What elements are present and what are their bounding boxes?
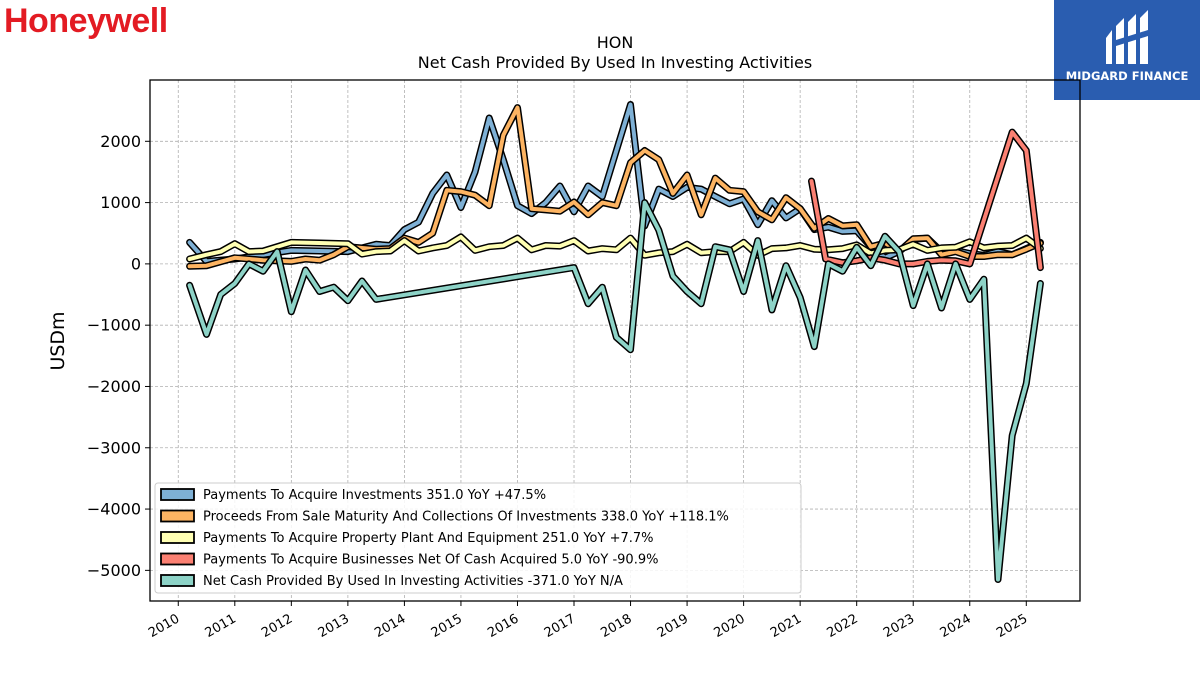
x-tick-label: 2013 xyxy=(316,611,352,641)
x-tick-label: 2019 xyxy=(655,611,691,641)
x-tick-label: 2022 xyxy=(825,611,861,641)
x-tick-label: 2018 xyxy=(598,611,634,641)
honeywell-logo: Honeywell xyxy=(4,2,168,40)
x-tick-label: 2010 xyxy=(146,611,182,641)
y-tick-label: −4000 xyxy=(87,500,141,519)
midgard-finance-label: MIDGARD FINANCE xyxy=(1065,69,1189,83)
legend-swatch xyxy=(160,488,195,501)
y-tick-label: −2000 xyxy=(87,377,141,396)
midgard-finance-watermark: MIDGARD FINANCE xyxy=(1054,0,1200,100)
legend-swatch xyxy=(160,574,195,587)
x-tick-label: 2012 xyxy=(259,611,295,641)
legend-box xyxy=(154,482,802,594)
y-axis: −5000 −4000 −3000 −2000 −1000 0 1000 2000 xyxy=(87,132,150,580)
x-tick-label: 2015 xyxy=(429,611,465,641)
x-tick-label: 2021 xyxy=(768,611,804,641)
plot-frame xyxy=(149,79,1081,602)
legend-swatch xyxy=(160,552,195,566)
y-tick-label: −1000 xyxy=(87,316,141,335)
y-tick-label: −3000 xyxy=(87,438,141,457)
y-tick-label: 1000 xyxy=(100,193,141,212)
legend-label: Payments To Acquire Businesses Net Of Ca… xyxy=(203,553,658,568)
legend-label: Proceeds From Sale Maturity And Collecti… xyxy=(203,510,729,525)
y-axis-label: USDm xyxy=(47,311,69,370)
x-tick-label: 2017 xyxy=(542,611,578,641)
legend-label: Payments To Acquire Property Plant And E… xyxy=(203,531,654,546)
chart-subtitle: Net Cash Provided By Used In Investing A… xyxy=(418,53,812,72)
legend-label: Payments To Acquire Investments 351.0 Yo… xyxy=(203,488,546,503)
x-tick-label: 2023 xyxy=(881,611,917,641)
series-group xyxy=(186,101,1044,583)
legend: Payments To Acquire Investments 351.0 Yo… xyxy=(154,482,802,594)
y-tick-label: 0 xyxy=(131,254,141,273)
legend-swatch xyxy=(160,509,195,523)
x-tick-label: 2020 xyxy=(711,611,747,641)
midgard-logo-icon xyxy=(1106,10,1148,64)
x-axis: 2010 2011 2012 2013 2014 2015 2016 2017 2018 2019… xyxy=(146,601,1030,641)
x-tick-label: 2024 xyxy=(938,611,974,641)
x-tick-label: 2025 xyxy=(994,611,1030,641)
chart-title: HON xyxy=(597,33,634,52)
x-tick-label: 2014 xyxy=(372,611,408,641)
legend-label: Net Cash Provided By Used In Investing A… xyxy=(203,574,623,589)
x-tick-label: 2016 xyxy=(485,611,521,641)
y-tick-label: −5000 xyxy=(87,561,141,580)
legend-swatch xyxy=(160,531,195,544)
y-tick-label: 2000 xyxy=(100,132,141,151)
x-tick-label: 2011 xyxy=(203,611,239,641)
series-line-4 xyxy=(187,200,1043,582)
